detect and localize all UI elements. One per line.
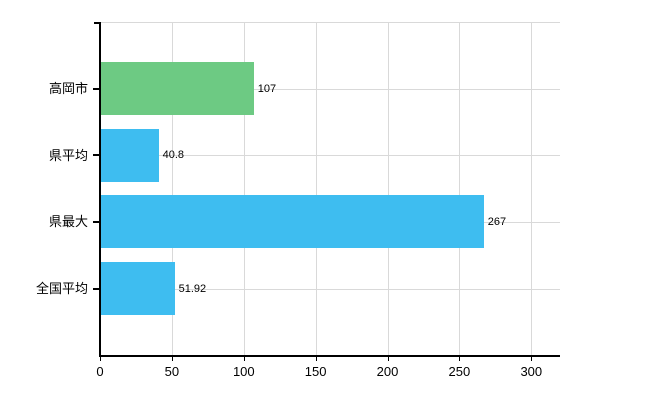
x-axis-line (99, 355, 560, 357)
x-axis-tick (387, 355, 389, 361)
bar-高岡市[interactable] (100, 62, 254, 115)
x-tick-label: 200 (376, 364, 399, 379)
x-axis-tick (243, 355, 245, 361)
gridline-top (100, 22, 560, 23)
y-axis-line (99, 22, 101, 355)
x-tick-label: 150 (304, 364, 327, 379)
y-axis-tick (93, 154, 100, 157)
bar-value-label: 107 (257, 82, 277, 95)
gridline-horizontal (100, 155, 560, 157)
x-tick-label: 0 (96, 364, 104, 379)
y-axis-top-tick (94, 22, 100, 24)
gridline-vertical (531, 22, 533, 355)
x-axis-tick (100, 355, 101, 361)
category-label-全国平均: 全国平均 (35, 281, 88, 296)
x-tick-label: 50 (164, 364, 180, 379)
y-axis-tick (93, 87, 100, 90)
bar-value-label: 51.92 (178, 282, 207, 295)
x-tick-label: 100 (232, 364, 255, 379)
gridline-horizontal (100, 88, 560, 90)
gridline-horizontal (100, 288, 560, 290)
gridline-vertical (387, 22, 389, 355)
gridline-vertical (315, 22, 317, 355)
x-tick-label: 300 (520, 364, 543, 379)
category-label-高岡市: 高岡市 (48, 81, 88, 96)
category-label-県最大: 県最大 (48, 214, 88, 230)
bar-県平均[interactable] (100, 128, 159, 182)
gridline-vertical (243, 22, 245, 355)
y-axis-tick (93, 220, 100, 223)
gridline-vertical (459, 22, 461, 355)
bar-value-label: 267 (487, 215, 507, 228)
bar-value-label: 40.8 (162, 149, 185, 162)
x-axis-tick (531, 355, 533, 361)
plot-area: 107 40.8 267 51.92 (100, 22, 560, 355)
x-axis-tick (315, 355, 317, 361)
x-axis-tick (171, 355, 173, 361)
x-axis-tick (459, 355, 461, 361)
y-axis-tick (93, 287, 100, 290)
category-label-県平均: 県平均 (48, 147, 88, 163)
bar-県最大[interactable] (100, 195, 484, 249)
bar-全国平均[interactable] (100, 262, 175, 315)
x-tick-label: 250 (448, 364, 471, 379)
gridline-vertical (171, 22, 173, 355)
